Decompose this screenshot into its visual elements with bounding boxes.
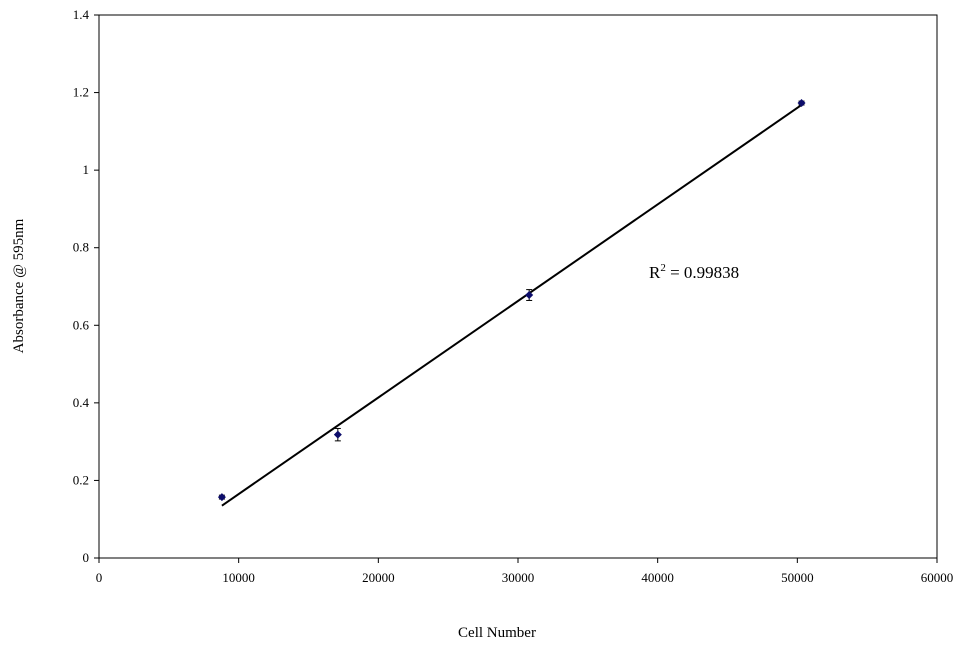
y-tick-label: 1 xyxy=(83,162,90,177)
y-tick-label: 0.2 xyxy=(73,472,89,487)
y-tick-label: 0.6 xyxy=(73,317,90,332)
r-squared-exponent: 2 xyxy=(660,262,666,274)
data-point xyxy=(333,430,342,439)
y-tick-label: 0.4 xyxy=(73,395,90,410)
y-tick-label: 1.4 xyxy=(73,7,90,22)
y-axis-title: Absorbance @ 595nm xyxy=(11,218,27,353)
x-tick-label: 30000 xyxy=(502,570,535,585)
data-point xyxy=(797,99,806,108)
x-tick-label: 20000 xyxy=(362,570,395,585)
x-tick-label: 10000 xyxy=(222,570,255,585)
y-tick-label: 0.8 xyxy=(73,240,89,255)
trendline-group xyxy=(221,104,803,507)
data-point xyxy=(217,493,226,502)
y-tick-label: 0 xyxy=(83,550,90,565)
x-tick-label: 50000 xyxy=(781,570,814,585)
x-axis-ticks: 0 10000 20000 30000 40000 50000 60000 xyxy=(96,558,954,585)
r-squared-label: R xyxy=(649,263,661,282)
r-squared-value: = 0.99838 xyxy=(666,263,739,282)
x-axis-title: Cell Number xyxy=(458,625,536,641)
x-tick-label: 0 xyxy=(96,570,103,585)
x-tick-label: 60000 xyxy=(921,570,954,585)
y-axis-ticks: 0 0.2 0.4 0.6 0.8 1 1.2 1.4 xyxy=(73,7,99,565)
trendline xyxy=(221,104,803,507)
y-tick-label: 1.2 xyxy=(73,85,89,100)
plot-area xyxy=(98,14,938,559)
data-point xyxy=(525,291,534,300)
x-tick-label: 40000 xyxy=(641,570,674,585)
r-squared-annotation: R2 = 0.99838 xyxy=(649,262,739,282)
data-points xyxy=(217,99,806,502)
